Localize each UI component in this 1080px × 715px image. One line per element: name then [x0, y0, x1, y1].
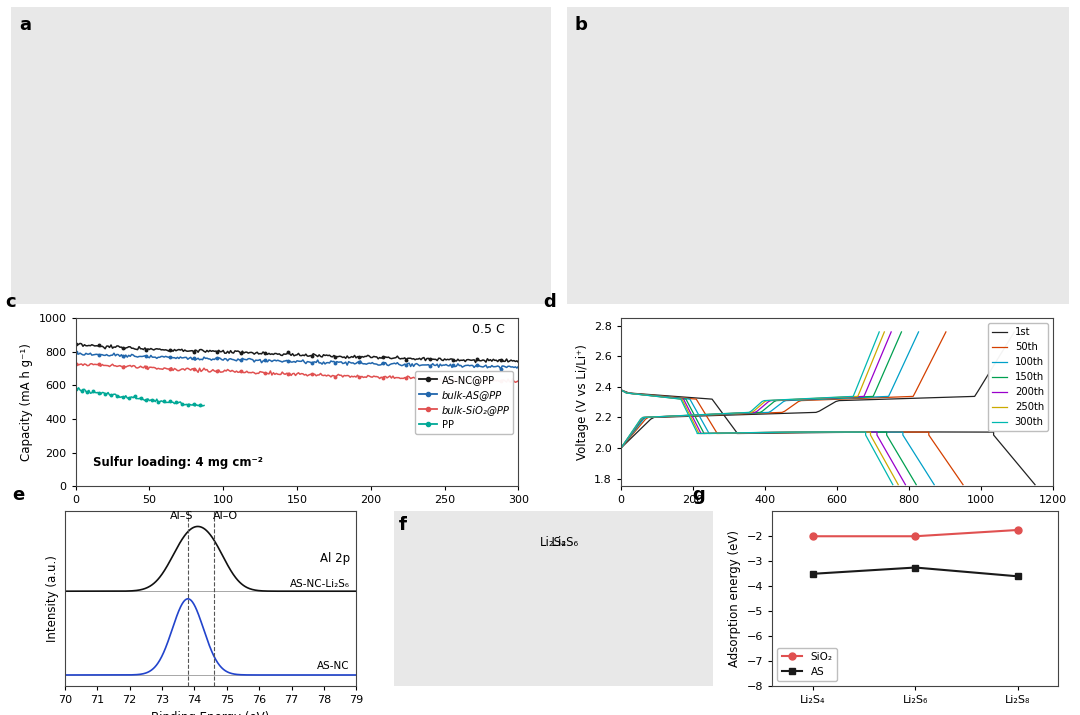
50th [836, 428, 849, 436]
250th [842, 428, 855, 436]
150th [880, 428, 893, 436]
1st [1028, 480, 1041, 489]
Text: Al 2p: Al 2p [320, 552, 350, 566]
AS [807, 569, 820, 578]
50th [747, 429, 760, 438]
300th [615, 385, 627, 394]
1st [1014, 463, 1027, 471]
50th [615, 385, 627, 394]
1st [883, 428, 896, 436]
200th [726, 429, 739, 438]
100th [928, 480, 941, 489]
250th [860, 428, 873, 436]
Text: AS-NC-Li₂S₆: AS-NC-Li₂S₆ [289, 579, 350, 589]
1st [615, 385, 627, 394]
100th [737, 429, 750, 438]
Y-axis label: Voltage (V vs Li/Li⁺): Voltage (V vs Li/Li⁺) [576, 344, 589, 460]
Line: 300th: 300th [621, 390, 893, 485]
Text: d: d [543, 293, 556, 312]
Text: AS-NC: AS-NC [318, 661, 350, 671]
Text: a: a [18, 16, 31, 34]
200th [870, 428, 883, 436]
Text: f: f [399, 516, 407, 535]
Legend: SiO₂, AS: SiO₂, AS [778, 648, 837, 681]
200th [615, 385, 627, 394]
300th [877, 463, 890, 471]
Line: AS: AS [810, 564, 1021, 580]
100th [818, 428, 831, 436]
300th [838, 428, 851, 436]
50th [957, 480, 970, 489]
Text: Al–O: Al–O [213, 511, 238, 521]
SiO₂ [1011, 526, 1024, 534]
Line: 150th: 150th [621, 390, 916, 485]
50th [922, 428, 935, 436]
SiO₂ [909, 532, 922, 541]
200th [889, 463, 902, 471]
150th [876, 428, 889, 436]
300th [860, 428, 873, 436]
Line: 1st: 1st [621, 390, 1035, 485]
200th [899, 480, 912, 489]
250th [881, 463, 894, 471]
1st [775, 429, 788, 438]
250th [864, 428, 877, 436]
Line: 100th: 100th [621, 390, 934, 485]
250th [795, 428, 808, 436]
Legend: 1st, 50th, 100th, 150th, 200th, 250th, 300th: 1st, 50th, 100th, 150th, 200th, 250th, 3… [988, 323, 1048, 431]
150th [858, 428, 870, 436]
Text: e: e [12, 486, 25, 504]
300th [887, 480, 900, 489]
1st [955, 428, 968, 436]
200th [848, 428, 861, 436]
100th [891, 428, 904, 436]
Text: Li₂S₄: Li₂S₄ [540, 536, 567, 549]
50th [944, 463, 957, 471]
Text: b: b [575, 16, 588, 34]
150th [900, 463, 913, 471]
100th [615, 385, 627, 394]
50th [917, 428, 930, 436]
150th [909, 480, 922, 489]
Line: 50th: 50th [621, 390, 963, 485]
250th [892, 480, 905, 489]
1st [987, 428, 1000, 436]
Line: 200th: 200th [621, 390, 905, 485]
150th [615, 385, 627, 394]
AS [909, 563, 922, 572]
Line: 250th: 250th [621, 390, 899, 485]
X-axis label: Capacity (mA g h⁻¹): Capacity (mA g h⁻¹) [778, 511, 896, 524]
Text: g: g [692, 486, 705, 504]
100th [872, 428, 885, 436]
Text: Li₂S₆: Li₂S₆ [529, 536, 578, 549]
SiO₂ [807, 532, 820, 541]
300th [720, 429, 733, 438]
Line: SiO₂: SiO₂ [810, 526, 1021, 540]
Text: 0.5 C: 0.5 C [472, 323, 505, 336]
150th [730, 429, 743, 438]
Legend: AS-NC@PP, bulk-AS@PP, bulk-SiO₂@PP, PP: AS-NC@PP, bulk-AS@PP, bulk-SiO₂@PP, PP [415, 370, 513, 434]
100th [917, 463, 930, 471]
Text: f: f [399, 516, 407, 535]
Text: Al–S: Al–S [170, 511, 193, 521]
100th [896, 428, 909, 436]
300th [855, 428, 868, 436]
Y-axis label: Adsorption energy (eV): Adsorption energy (eV) [728, 531, 741, 667]
300th [791, 428, 804, 436]
Y-axis label: Capacity (mA h g⁻¹): Capacity (mA h g⁻¹) [21, 343, 33, 461]
50th [895, 428, 908, 436]
200th [799, 428, 812, 436]
250th [615, 385, 627, 394]
200th [866, 428, 879, 436]
X-axis label: Cycle number: Cycle number [256, 511, 338, 524]
AS [1011, 572, 1024, 581]
Y-axis label: Intensity (a.u.): Intensity (a.u.) [46, 556, 59, 642]
250th [723, 429, 735, 438]
Text: Sulfur loading: 4 mg cm⁻²: Sulfur loading: 4 mg cm⁻² [93, 456, 264, 470]
Text: c: c [4, 293, 15, 312]
1st [981, 428, 994, 436]
X-axis label: Binding Energy (eV): Binding Energy (eV) [151, 711, 270, 715]
150th [806, 428, 819, 436]
